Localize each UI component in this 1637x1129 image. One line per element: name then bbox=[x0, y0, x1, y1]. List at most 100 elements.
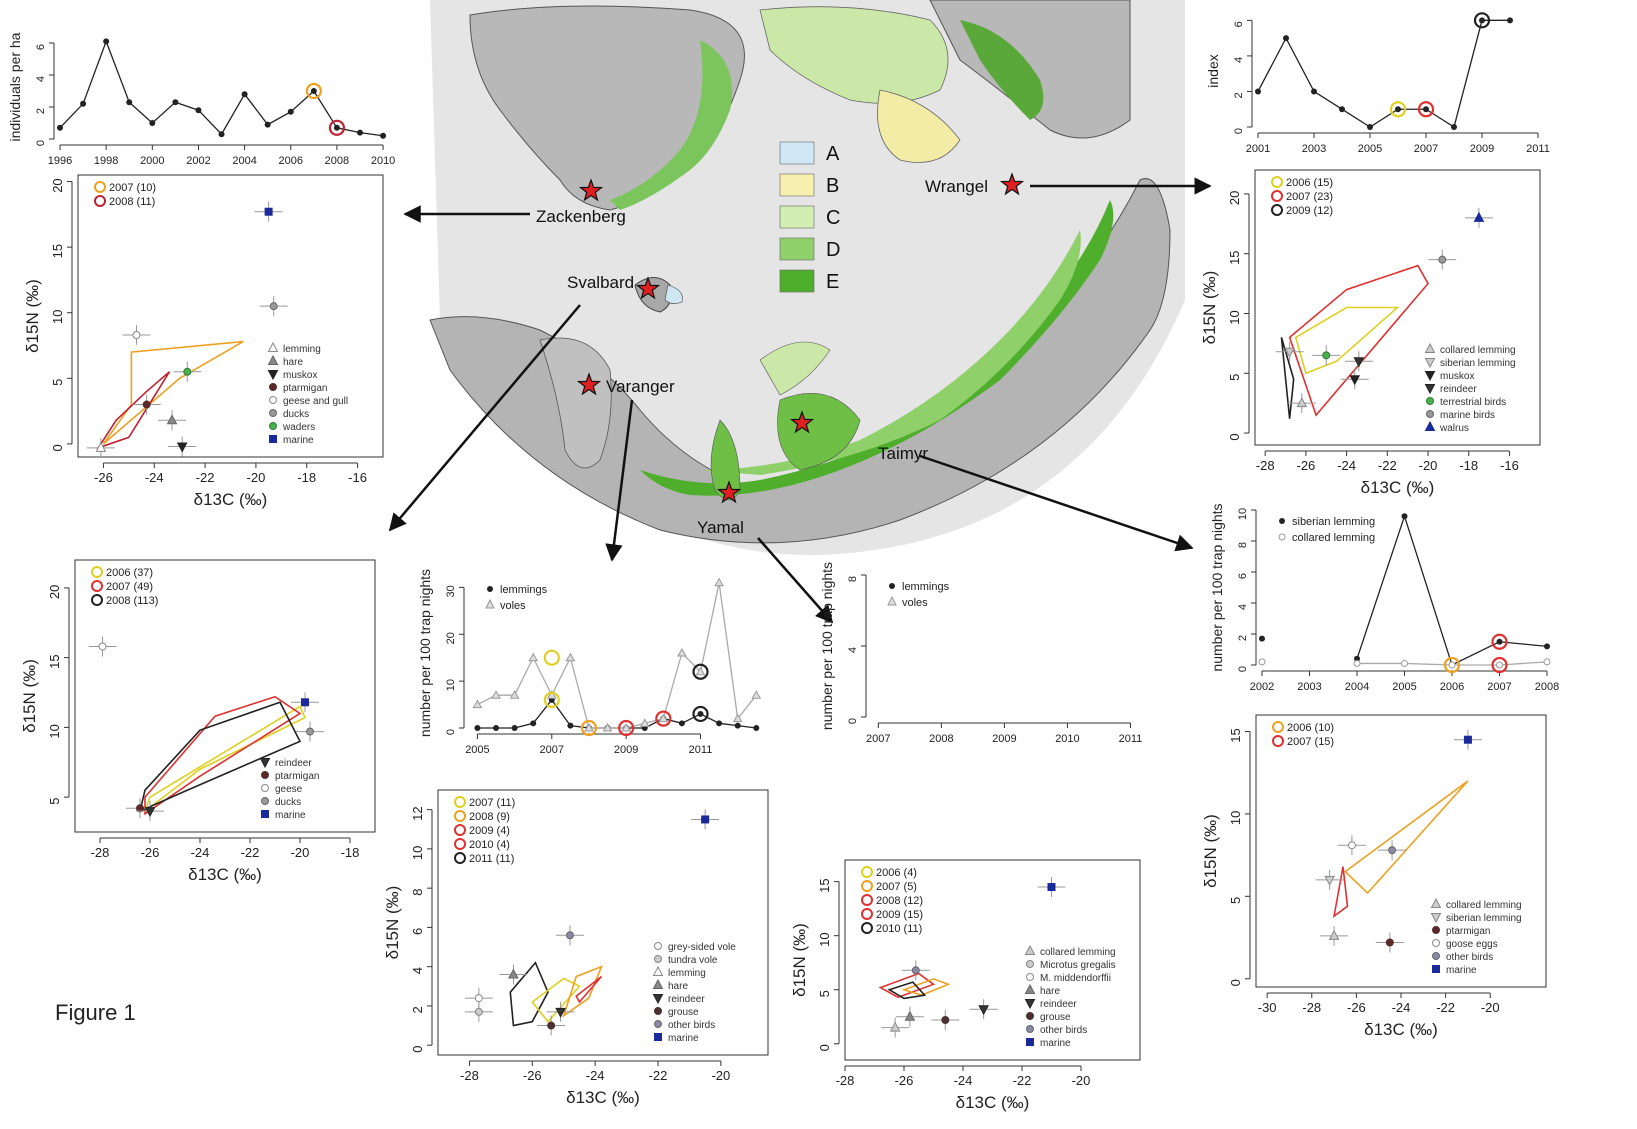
data-point bbox=[269, 396, 277, 404]
eurasia-landmass bbox=[429, 178, 1171, 544]
figure-label: Figure 1 bbox=[55, 1000, 136, 1025]
data-point bbox=[654, 942, 662, 950]
legend-marker bbox=[485, 598, 495, 609]
y-tick-label: 8 bbox=[1237, 542, 1249, 548]
year-hull bbox=[878, 972, 936, 999]
legend-year-marker bbox=[94, 195, 106, 207]
data-point bbox=[639, 718, 650, 727]
x-axis-label: δ13C (‰) bbox=[194, 490, 268, 509]
y-tick-label: 0 bbox=[817, 1044, 832, 1051]
canada-islands bbox=[759, 6, 949, 104]
x-tick-label: 2004 bbox=[232, 155, 256, 167]
data-point bbox=[1258, 658, 1266, 666]
data-point bbox=[166, 414, 178, 425]
year-hull bbox=[531, 977, 581, 1023]
data-point bbox=[652, 965, 664, 976]
series-line bbox=[1356, 514, 1548, 666]
x-tick-label: 2004 bbox=[1345, 681, 1369, 693]
data-point bbox=[1424, 342, 1436, 353]
y-tick-label: 0 bbox=[445, 729, 457, 735]
year-highlight-ring bbox=[1417, 101, 1435, 118]
x-tick-label: 2005 bbox=[465, 744, 489, 756]
x-tick-label: 2011 bbox=[689, 744, 713, 756]
legend-year-marker bbox=[861, 880, 873, 892]
site-star bbox=[716, 480, 742, 504]
x-tick-label: 2007 bbox=[540, 744, 564, 756]
y-tick-label: 0 bbox=[35, 140, 47, 146]
data-point bbox=[509, 690, 520, 699]
y-tick-label: 20 bbox=[47, 585, 62, 599]
data-point bbox=[547, 1021, 556, 1030]
zack_ts-panel: 1996 1998 2000 2002 2004 2006 2008 2010 0 2 4 6 indi… bbox=[7, 32, 395, 167]
data-point bbox=[1401, 513, 1408, 520]
map-legend-swatch bbox=[779, 205, 815, 229]
site-star bbox=[635, 276, 661, 300]
legend-species-label: grey-sided vole bbox=[668, 942, 736, 953]
year-hull bbox=[562, 965, 603, 1018]
year-highlight-ring bbox=[655, 710, 672, 727]
data-point bbox=[1438, 255, 1447, 264]
data-point bbox=[1024, 983, 1036, 994]
x-tick-label: 2008 bbox=[929, 733, 953, 745]
y-axis-label: δ15N (‰) bbox=[1200, 271, 1219, 345]
legend-species-label: marine bbox=[668, 1033, 699, 1044]
legend-year-label: 2010 (4) bbox=[469, 839, 510, 851]
y-tick-label: 0 bbox=[1227, 433, 1242, 440]
data-point bbox=[1496, 661, 1503, 669]
data-point bbox=[511, 725, 518, 731]
legend-year-label: 2007 (23) bbox=[1286, 191, 1333, 203]
y-tick-label: 2 bbox=[35, 108, 47, 114]
legend-year-marker bbox=[454, 824, 466, 836]
data-point bbox=[1047, 883, 1056, 892]
year-highlight-ring bbox=[1473, 12, 1491, 29]
legend-species-label: reindeer bbox=[275, 758, 312, 769]
legend-species-label: marine birds bbox=[1440, 410, 1495, 421]
data-point bbox=[172, 99, 179, 106]
data-point bbox=[301, 698, 309, 707]
data-point bbox=[1426, 410, 1434, 418]
data-point bbox=[716, 720, 723, 727]
y-axis-label: index bbox=[1205, 54, 1221, 87]
x-tick-label: -16 bbox=[1500, 458, 1519, 473]
x-tick-label: 2003 bbox=[1302, 143, 1326, 155]
site-star bbox=[999, 172, 1025, 196]
legend-year-marker bbox=[94, 181, 106, 193]
data-point bbox=[176, 442, 188, 453]
legend-species-label: hare bbox=[668, 981, 688, 992]
y-tick-label: 0 bbox=[1237, 666, 1249, 672]
data-point bbox=[218, 131, 225, 138]
year-highlight-ring bbox=[580, 719, 598, 737]
data-point bbox=[269, 409, 277, 417]
data-point bbox=[1024, 944, 1036, 955]
data-point bbox=[1367, 124, 1373, 130]
legend-species-label: muskox bbox=[283, 370, 317, 381]
data-point bbox=[1259, 635, 1265, 642]
legend-year-label: 2006 (10) bbox=[1287, 722, 1334, 734]
legend-marker bbox=[1279, 518, 1285, 524]
data-point bbox=[267, 341, 279, 352]
data-point bbox=[1430, 913, 1442, 924]
legend-species-label: ptarmigan bbox=[1446, 926, 1490, 937]
x-tick-label: -22 bbox=[241, 845, 260, 860]
x-tick-label: -28 bbox=[91, 845, 110, 860]
year-highlight-ring bbox=[692, 705, 709, 723]
x-tick-label: 2005 bbox=[1392, 681, 1416, 693]
y-tick-label: 6 bbox=[35, 44, 47, 50]
data-point bbox=[333, 124, 340, 131]
x-tick-label: 2009 bbox=[1470, 143, 1494, 155]
year-highlight-ring bbox=[1389, 101, 1407, 118]
x-tick-label: -20 bbox=[247, 470, 266, 485]
x-tick-label: 2010 bbox=[371, 155, 395, 167]
year-hull bbox=[144, 695, 302, 816]
legend-species-label: ducks bbox=[275, 797, 301, 808]
legend-species-label: geese bbox=[275, 784, 303, 795]
legend-marker bbox=[887, 595, 897, 606]
data-point bbox=[751, 690, 762, 699]
data-point bbox=[474, 1007, 483, 1016]
site-label-varanger: Varanger bbox=[606, 377, 675, 396]
legend-year-label: 2006 (37) bbox=[106, 567, 153, 579]
x-tick-label: -26 bbox=[895, 1073, 914, 1088]
y-tick-label: 6 bbox=[1237, 573, 1249, 579]
y-axis-label: δ15N (‰) bbox=[790, 923, 809, 997]
data-point bbox=[677, 647, 687, 657]
